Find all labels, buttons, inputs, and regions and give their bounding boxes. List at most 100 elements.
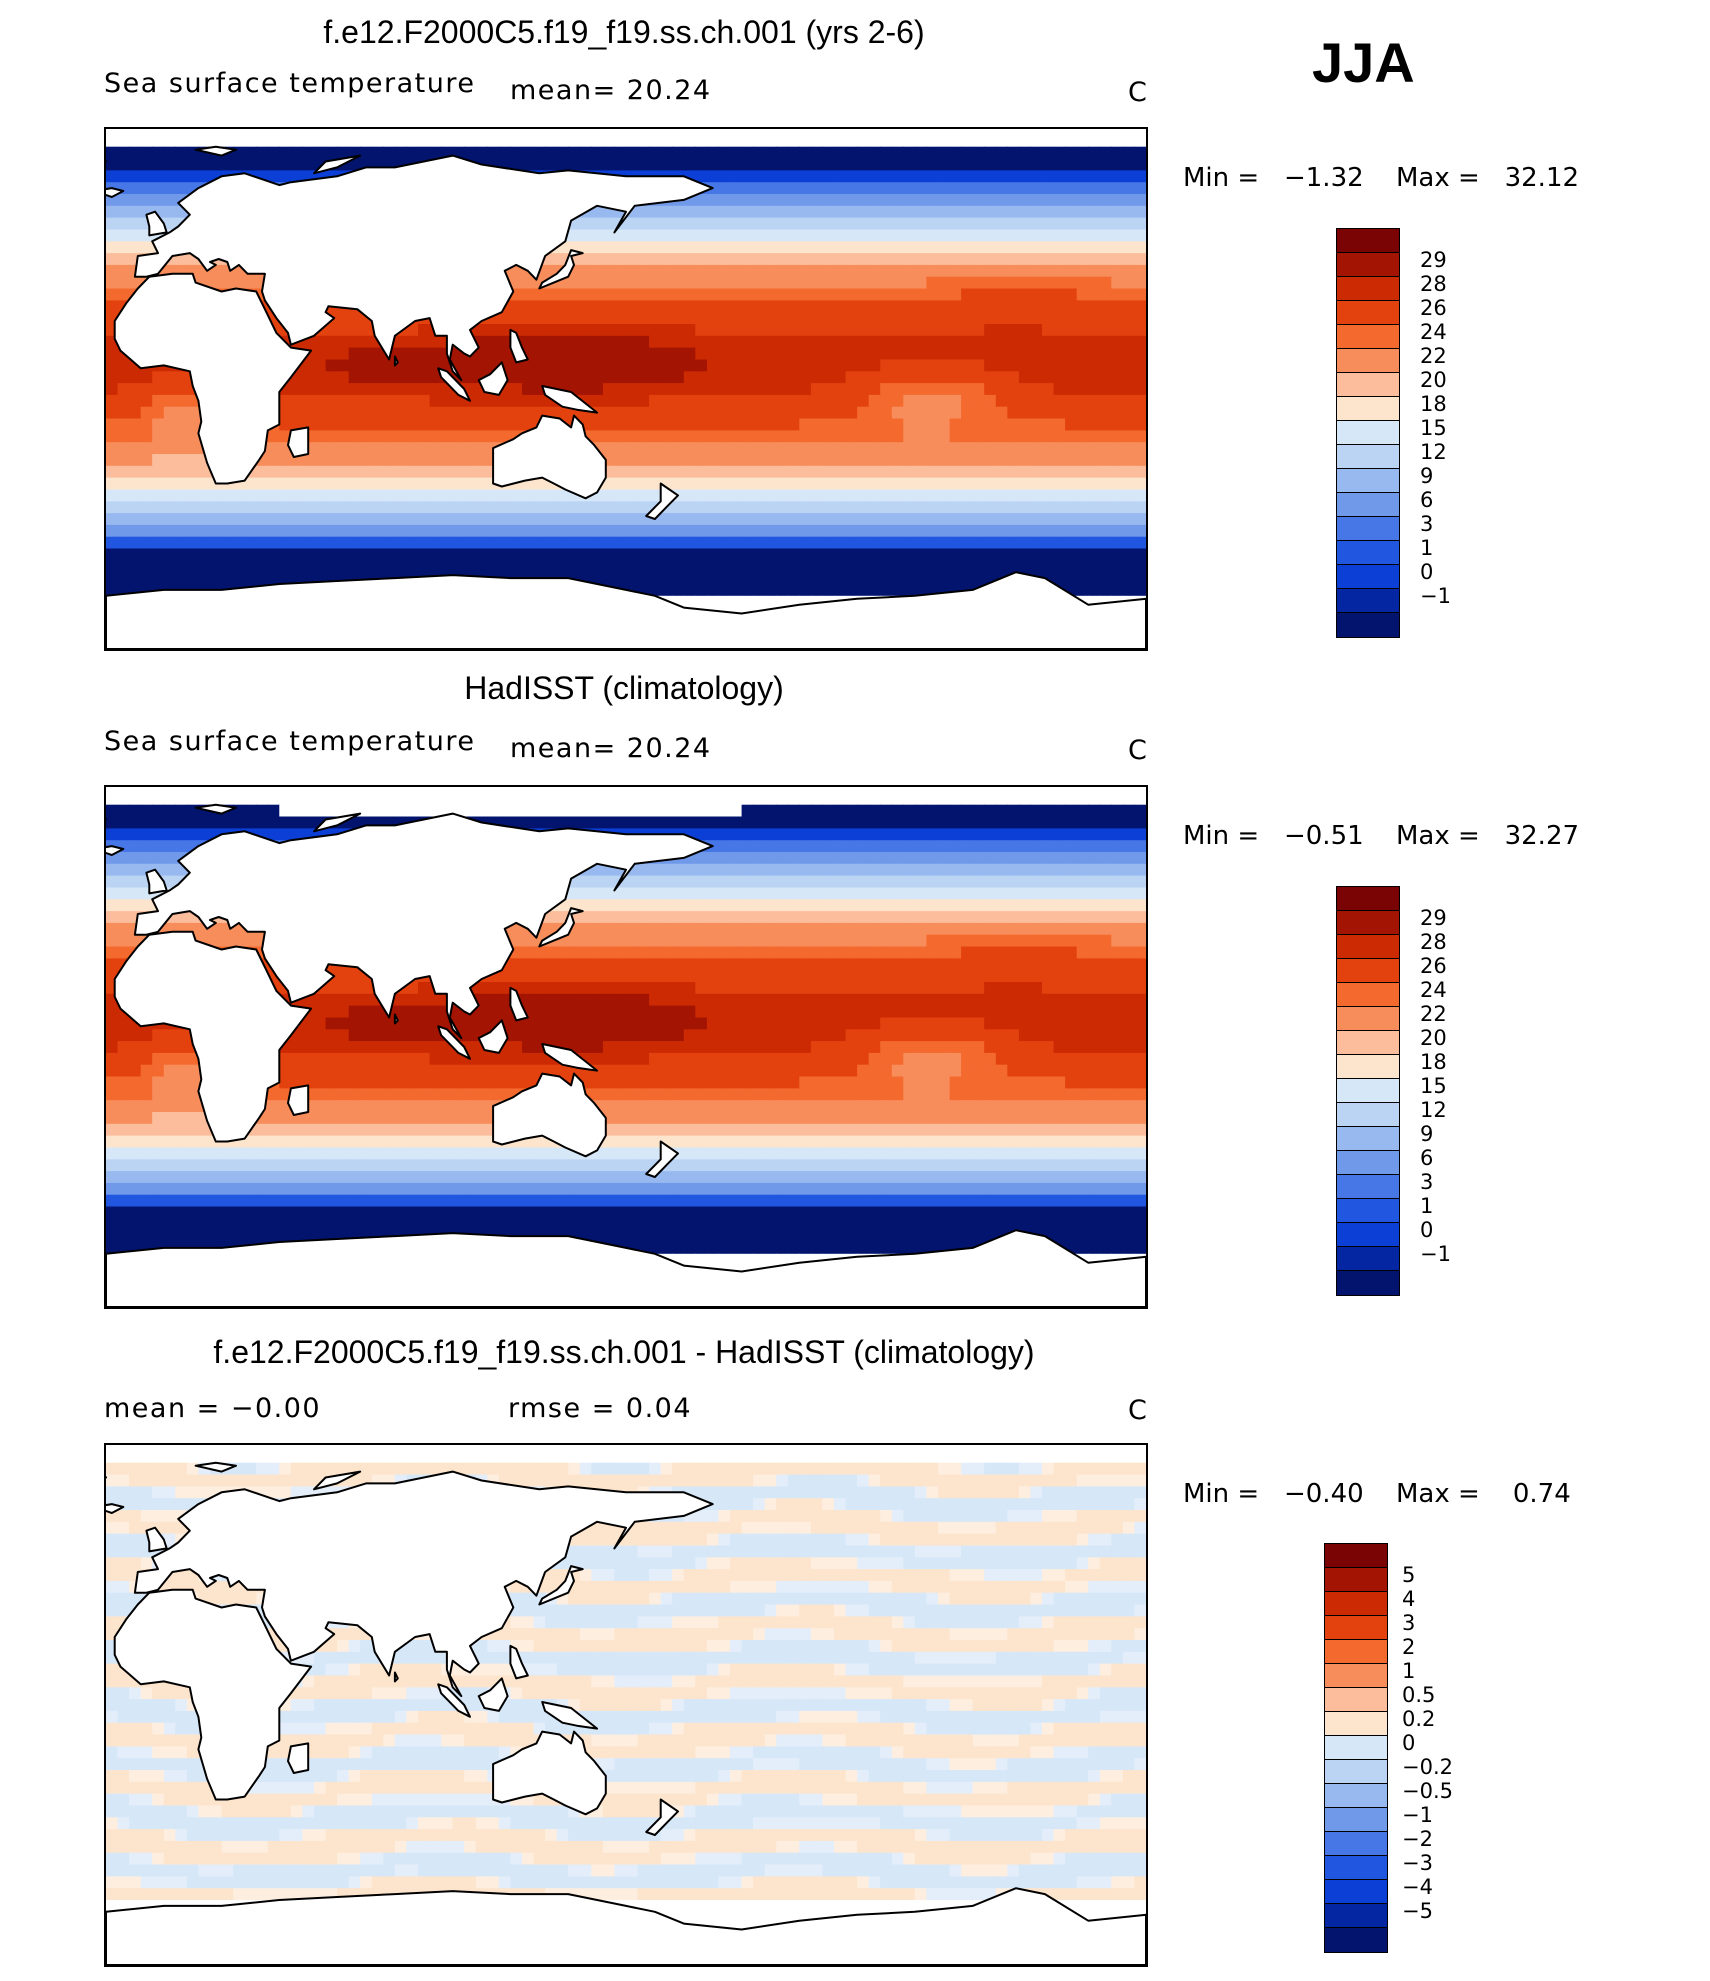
panel-2-title: HadISST (climatology): [464, 670, 784, 706]
colorbar-tick-label: −1: [1420, 1242, 1451, 1266]
land-svalbard: [194, 145, 237, 157]
land-uk: [145, 210, 168, 237]
panel-2-mean-label: mean= 20.24: [510, 733, 712, 764]
coastlines: [106, 803, 1146, 1307]
colorbar-tick-label: 4: [1402, 1587, 1416, 1611]
panel-2-variable-label: Sea surface temperature: [104, 726, 476, 757]
panel-1-mean-label: mean= 20.24: [510, 75, 712, 106]
colorbar-tick-label: 9: [1420, 464, 1434, 488]
colorbar-tick-label: −5: [1402, 1899, 1433, 1923]
colorbar-tick-label: 0.2: [1402, 1707, 1436, 1731]
colorbar-segment: [1337, 253, 1399, 277]
colorbar-segment: [1325, 1640, 1387, 1664]
land-nz: [645, 1140, 679, 1178]
colorbar-segment: [1337, 277, 1399, 301]
land-madagascar: [287, 1742, 310, 1774]
colorbar-tick-label: 26: [1420, 954, 1447, 978]
land-newguinea: [541, 1701, 599, 1730]
colorbar-segment: [1325, 1832, 1387, 1856]
colorbar-segment: [1325, 1808, 1387, 1832]
land-srilanka: [393, 355, 399, 367]
land-africa: [113, 272, 313, 485]
land-newguinea: [541, 385, 599, 414]
panel-1-min: Min = −1.32: [1183, 163, 1364, 193]
colorbar-tick-label: 15: [1420, 416, 1447, 440]
colorbar-segment: [1337, 541, 1399, 565]
land-sumatra: [437, 367, 471, 402]
colorbar-segment: [1337, 1271, 1399, 1295]
colorbar-tick-label: −1: [1402, 1803, 1433, 1827]
panel-3-mean-label: mean = −0.00: [104, 1393, 322, 1424]
land-borneo: [477, 1677, 509, 1712]
colorbar-segment: [1337, 301, 1399, 325]
colorbar-segment: [1325, 1736, 1387, 1760]
land-borneo: [477, 1019, 509, 1054]
panel-3-map-graphic: [106, 1461, 1146, 1965]
colorbar-segment: [1325, 1784, 1387, 1808]
colorbar-tick-label: 0: [1420, 560, 1434, 584]
colorbar-segment: [1337, 1199, 1399, 1223]
panel-3-max: Max = 0.74: [1396, 1479, 1571, 1509]
land-novaya: [313, 154, 362, 175]
land-philippines: [509, 1644, 529, 1680]
panel-3-min: Min = −0.40: [1183, 1479, 1364, 1509]
colorbar-tick-label: 9: [1420, 1122, 1434, 1146]
colorbar-tick-label: −0.5: [1402, 1779, 1453, 1803]
panel-1-title: f.e12.F2000C5.f19_f19.ss.ch.001 (yrs 2-6…: [323, 14, 925, 50]
colorbar-tick-label: 12: [1420, 440, 1447, 464]
colorbar-segment: [1325, 1904, 1387, 1928]
colorbar-segment: [1325, 1568, 1387, 1592]
colorbar-segment: [1337, 613, 1399, 637]
colorbar-segment: [1337, 397, 1399, 421]
land-eurasia: [133, 154, 714, 382]
colorbar-segment: [1337, 935, 1399, 959]
land-australia: [492, 1730, 607, 1816]
land-iceland: [106, 845, 125, 856]
panel-1-variable-label: Sea surface temperature: [104, 68, 476, 99]
panel-1-units-label: C: [1128, 77, 1149, 108]
colorbar-tick-label: 26: [1420, 296, 1447, 320]
panel-1-max: Max = 32.12: [1396, 163, 1580, 193]
colorbar-tick-label: 0.5: [1402, 1683, 1436, 1707]
colorbar-segment: [1337, 887, 1399, 911]
colorbar-segment: [1325, 1760, 1387, 1784]
land-newguinea: [541, 1043, 599, 1072]
colorbar-tick-label: 0: [1402, 1731, 1416, 1755]
panel-2-max: Max = 32.27: [1396, 821, 1580, 851]
colorbar-tick-label: 1: [1402, 1659, 1416, 1683]
colorbar-tick-label: 24: [1420, 320, 1447, 344]
colorbar-tick-label: 22: [1420, 344, 1447, 368]
coastlines: [106, 145, 1146, 649]
land-africa: [113, 1588, 313, 1801]
colorbar-segment: [1337, 373, 1399, 397]
land-australia: [492, 1072, 607, 1158]
panel-2-map-graphic: [106, 803, 1146, 1307]
land-japan: [538, 907, 584, 948]
panel-1-map-graphic: [106, 145, 1146, 649]
coastlines: [106, 1461, 1146, 1965]
panel-3-units-label: C: [1128, 1395, 1149, 1426]
colorbar-segment: [1337, 1055, 1399, 1079]
colorbar-tick-label: 6: [1420, 1146, 1434, 1170]
colorbar-segment: [1337, 1103, 1399, 1127]
colorbar-segment: [1337, 421, 1399, 445]
land-svalbard: [194, 1461, 237, 1473]
land-srilanka: [393, 1013, 399, 1025]
colorbar-segment: [1325, 1856, 1387, 1880]
colorbar-segment: [1325, 1544, 1387, 1568]
colorbar-segment: [1337, 325, 1399, 349]
colorbar-segment: [1325, 1616, 1387, 1640]
colorbar-tick-label: −2: [1402, 1827, 1433, 1851]
land-madagascar: [287, 1084, 310, 1116]
colorbar-segment: [1337, 349, 1399, 373]
colorbar-segment: [1337, 983, 1399, 1007]
colorbar-tick-label: 3: [1402, 1611, 1416, 1635]
colorbar-tick-label: 28: [1420, 930, 1447, 954]
land-srilanka: [393, 1671, 399, 1683]
season-label: JJA: [1312, 31, 1415, 94]
colorbar-segment: [1337, 517, 1399, 541]
colorbar-segment: [1337, 493, 1399, 517]
colorbar-segment: [1325, 1712, 1387, 1736]
colorbar-segment: [1325, 1880, 1387, 1904]
colorbar-tick-label: 12: [1420, 1098, 1447, 1122]
